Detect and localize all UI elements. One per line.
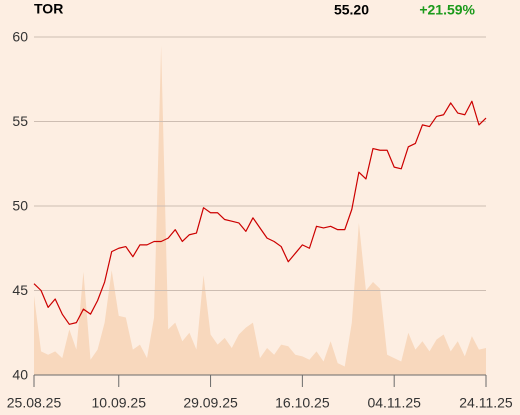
y-tick-label: 45 <box>12 282 28 298</box>
volume-area <box>34 45 486 375</box>
y-tick-label: 55 <box>12 113 28 129</box>
y-tick-label: 40 <box>12 367 28 383</box>
last-price: 55.20 <box>334 2 369 18</box>
x-tick-label: 29.09.25 <box>183 395 238 411</box>
x-tick-label: 04.11.25 <box>367 395 421 411</box>
x-tick-label: 10.09.25 <box>92 395 147 411</box>
x-tick-label: 24.11.25 <box>459 395 513 411</box>
y-tick-label: 60 <box>12 29 28 45</box>
price-change: +21.59% <box>419 2 475 18</box>
ticker: TOR <box>34 1 63 17</box>
x-tick-label: 25.08.25 <box>7 395 62 411</box>
x-tick-label: 16.10.25 <box>275 395 330 411</box>
y-tick-label: 50 <box>12 198 28 214</box>
price-line <box>33 100 487 325</box>
